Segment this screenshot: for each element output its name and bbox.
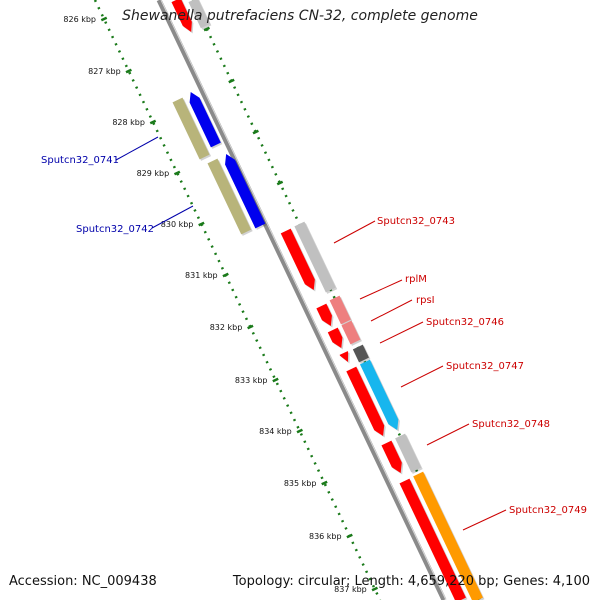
gene-sputcn32-0743[interactable] [280,228,317,292]
gene-sputcn32-0742-strand[interactable] [225,154,267,230]
tick-label: 833 kbp [235,376,268,385]
scale-tick [276,180,284,186]
tick-label: 836 kbp [309,532,342,541]
scale-tick [125,68,132,74]
tick-label: 828 kbp [112,118,145,127]
leader-line [151,205,194,229]
inner-dotted-scale [93,0,382,600]
leader-line [400,365,444,388]
gene-features [171,0,485,600]
gene-label-sputcn32-0746[interactable]: Sputcn32_0746 [426,317,504,328]
gene-label-rplm[interactable]: rplM [405,274,427,285]
scale-tick [222,272,229,278]
gene-rplm[interactable] [316,303,334,328]
gene-rpsi[interactable] [327,327,344,350]
gene-rpsi-pink[interactable] [341,320,362,346]
gene-label-sputcn32-0748[interactable]: Sputcn32_0748 [472,419,550,430]
scale-tick [272,377,279,383]
leader-line [462,509,507,531]
scale-tick [100,16,108,22]
leader-line [333,220,376,244]
gene-label-sputcn32-0747[interactable]: Sputcn32_0747 [446,361,524,372]
tick-labels: 826 kbp 827 kbp 828 kbp 829 kbp 830 kbp 831 k… [63,15,366,594]
gene-label-rpsi[interactable]: rpsI [416,295,435,306]
scale-tick [198,221,205,227]
topology-text: Topology: circular; Length: 4,659,220 bp… [232,574,590,589]
gene-labels: Sputcn32_0741 Sputcn32_0742 Sputcn32_074… [41,155,587,516]
accession-text: Accession: NC_009438 [9,574,157,589]
tick-label: 837 kbp [334,585,367,594]
scale-tick [203,26,211,32]
gene-top-gray[interactable] [188,0,212,30]
gene-sputcn32-0741[interactable] [172,97,212,161]
gene-sputcn32-0742[interactable] [207,158,253,236]
gene-sputcn32-0748[interactable] [381,440,404,475]
tick-label: 831 kbp [185,271,218,280]
scale-tick [252,129,259,135]
scale-tick [296,428,303,434]
tick-label: 834 kbp [259,427,292,436]
genome-backbone [156,0,447,600]
tick-label: 830 kbp [161,220,194,229]
gene-sputcn32-0746[interactable] [352,344,371,364]
leader-line [115,136,159,161]
gene-top-red[interactable] [171,0,194,34]
scale-tick [247,324,254,330]
gene-rplm-pink[interactable] [329,295,353,326]
label-leader-lines [115,136,507,531]
gene-sputcn32-0749[interactable] [399,478,468,600]
gene-sputcn32-0741-strand[interactable] [189,92,223,149]
leader-line [426,423,470,446]
leader-line [359,279,403,300]
gene-sputcn32-0743-gray[interactable] [294,221,338,294]
tick-label: 829 kbp [137,169,170,178]
tick-label: 832 kbp [210,323,243,332]
scale-tick [228,78,235,84]
scale-tick [346,533,353,539]
gene-sputcn32-0748-gray[interactable] [395,433,423,474]
gene-sputcn32-0747[interactable] [346,366,386,438]
gene-label-sputcn32-0741[interactable]: Sputcn32_0741 [41,155,119,166]
scale-tick [321,480,328,486]
leader-line [370,299,413,322]
gene-label-sputcn32-0742[interactable]: Sputcn32_0742 [76,224,154,235]
tick-label: 826 kbp [63,15,96,24]
map-title: Shewanella putrefaciens CN-32, complete … [122,8,478,24]
gene-label-sputcn32-0743[interactable]: Sputcn32_0743 [377,216,455,227]
gene-sputcn32-0747-cyan[interactable] [359,359,400,432]
tick-label: 827 kbp [88,67,121,76]
leader-line [379,321,424,344]
gene-label-sputcn32-0749[interactable]: Sputcn32_0749 [509,505,587,516]
gene-small-red[interactable] [339,351,350,364]
scale-tick [149,119,157,125]
tick-label: 835 kbp [284,479,317,488]
gene-sputcn32-0749-orange[interactable] [413,471,485,600]
scale-tick [371,586,379,592]
scale-tick [173,170,181,176]
